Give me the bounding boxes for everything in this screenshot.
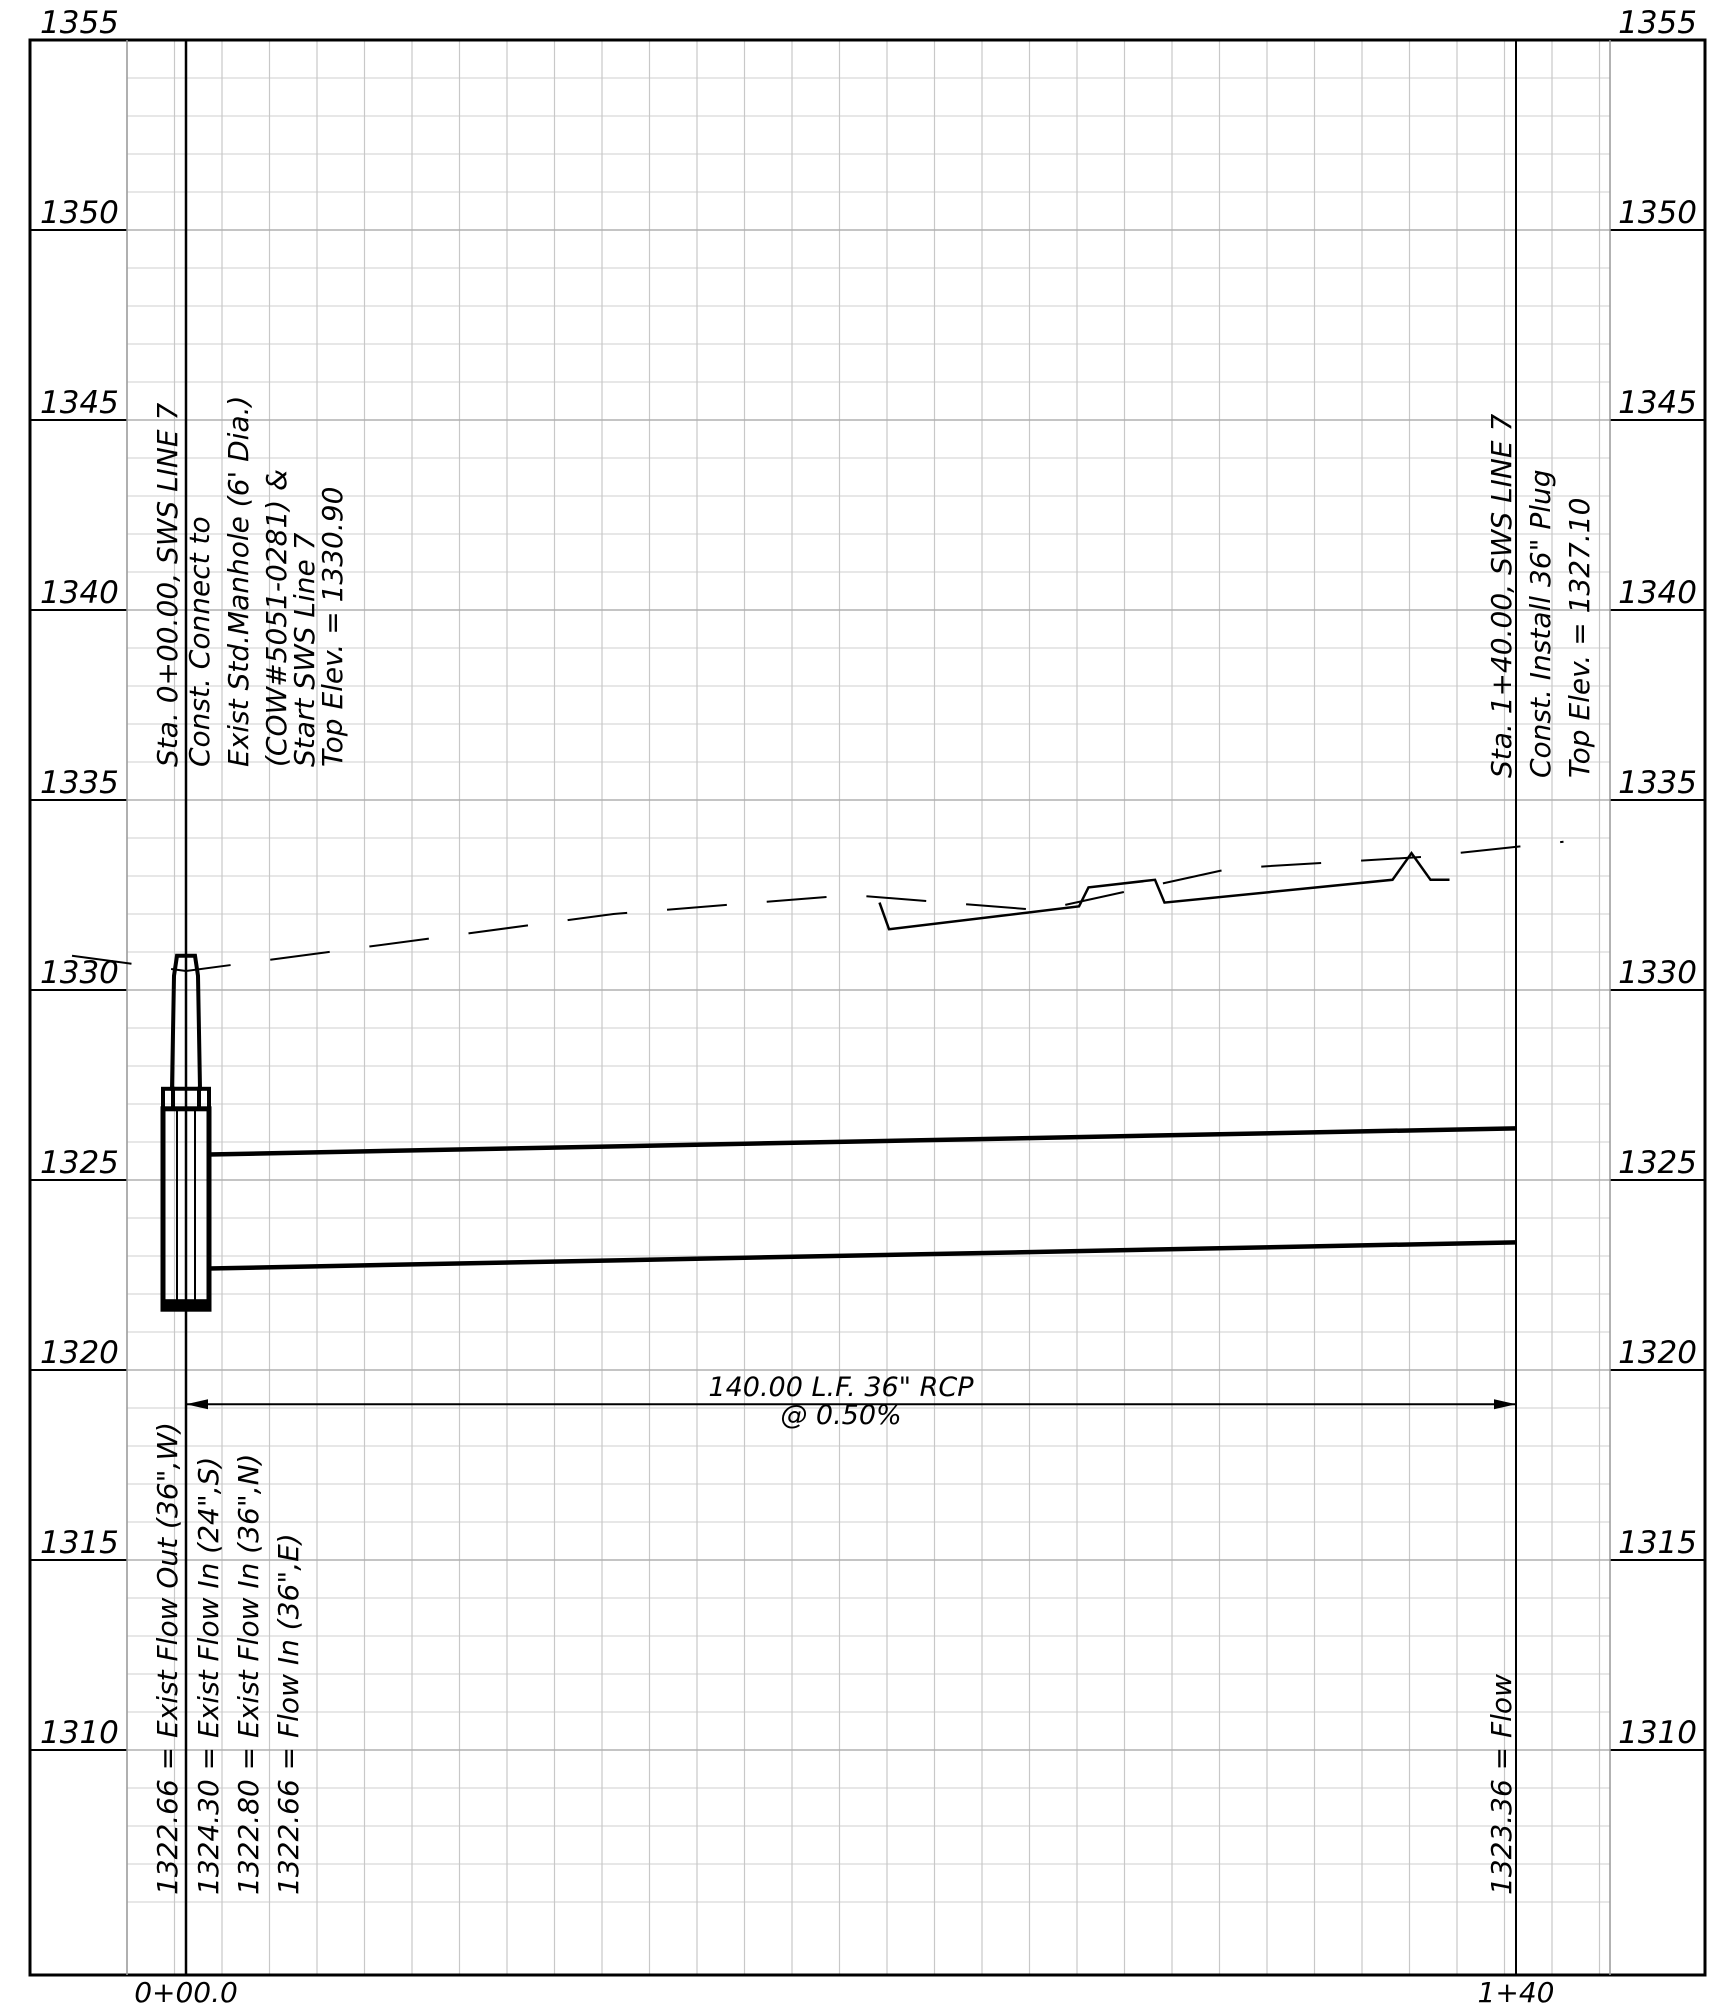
elevation-label-left: 1345	[40, 385, 119, 421]
elevation-label-right: 1325	[1618, 1145, 1697, 1181]
start-note-2: Const. Connect to	[183, 516, 216, 767]
outer-border	[28, 38, 1707, 1977]
end-note-1: Sta. 1+40.00, SWS LINE 7	[1485, 414, 1518, 778]
elevation-label-left: 1315	[40, 1525, 119, 1561]
elevation-label-left: 1340	[40, 575, 119, 611]
arrow-right-icon	[1494, 1399, 1516, 1410]
profile-frame	[28, 38, 1707, 1977]
pipe-length-dimension: 140.00 L.F. 36" RCP @ 0.50%	[186, 1372, 1516, 1431]
pipe-invert-line	[208, 1240, 1517, 1271]
start-flowline-1: 1322.66 = Exist Flow Out (36",W)	[151, 1422, 184, 1895]
manhole-collar-left	[161, 1086, 175, 1111]
elevation-label-left: 1325	[40, 1145, 119, 1181]
station-label-end: 1+40	[1478, 1976, 1555, 2007]
major-gridlines	[30, 229, 1705, 1751]
start-flowline-4: 1322.66 = Flow In (36",E)	[272, 1533, 305, 1895]
start-note-1: Sta. 0+00.00, SWS LINE 7	[151, 403, 184, 767]
end-note-2: Const. Install 36" Plug	[1524, 469, 1557, 778]
elevation-label-right: 1345	[1618, 385, 1697, 421]
pipe-crown-line	[208, 1126, 1517, 1157]
end-flowline-1: 1323.36 = Flow	[1485, 1674, 1518, 1895]
minor-gridlines	[126, 40, 1610, 1975]
elevation-label-left: 1335	[40, 765, 119, 801]
elevation-label-left: 1350	[40, 195, 119, 231]
elevation-label-right: 1315	[1618, 1525, 1697, 1561]
elevation-labels-right: 1355 1350 1345 1340 1335 1330 1325 1320 1315 1310	[1618, 5, 1697, 1751]
end-note-3: Top Elev. = 1327.10	[1563, 498, 1596, 778]
start-station-notes: Sta. 0+00.00, SWS LINE 7 Const. Connect …	[151, 396, 349, 767]
existing-ground-dashed-line	[71, 840, 1564, 973]
start-note-3: Exist Std.Manhole (6' Dia.)	[222, 396, 255, 767]
elevation-label-right: 1330	[1618, 955, 1697, 991]
elevation-label-right: 1310	[1618, 1715, 1697, 1751]
start-note-6: Top Elev. = 1330.90	[316, 487, 349, 767]
elevation-label-left: 1310	[40, 1715, 119, 1751]
elevation-label-right: 1350	[1618, 195, 1697, 231]
end-flowline-notes: 1323.36 = Flow	[1485, 1674, 1518, 1895]
elevation-label-right: 1335	[1618, 765, 1697, 801]
elevation-label-left: 1320	[40, 1335, 119, 1371]
end-station-notes: Sta. 1+40.00, SWS LINE 7 Const. Install …	[1485, 414, 1596, 778]
elevation-label-left: 1355	[40, 5, 119, 41]
start-flowline-notes: 1322.66 = Exist Flow Out (36",W) 1324.30…	[151, 1422, 305, 1895]
pipe-slope-label: @ 0.50%	[780, 1400, 901, 1431]
start-note-5: Start SWS Line 7	[288, 532, 321, 767]
station-label-start: 0+00.0	[134, 1976, 238, 2007]
manhole-collar-right	[197, 1086, 211, 1111]
arrow-left-icon	[186, 1399, 208, 1410]
existing-ground-solid-line	[878, 851, 1450, 931]
start-note-4: (COW#5051-0281) &	[260, 469, 293, 767]
start-flowline-3: 1322.80 = Exist Flow In (36",N)	[232, 1454, 265, 1895]
elevation-label-right: 1340	[1618, 575, 1697, 611]
elevation-label-right: 1320	[1618, 1335, 1697, 1371]
pipe-length-label: 140.00 L.F. 36" RCP	[708, 1372, 974, 1403]
start-flowline-2: 1324.30 = Exist Flow In (24",S)	[192, 1457, 225, 1895]
elevation-label-right: 1355	[1618, 5, 1697, 41]
